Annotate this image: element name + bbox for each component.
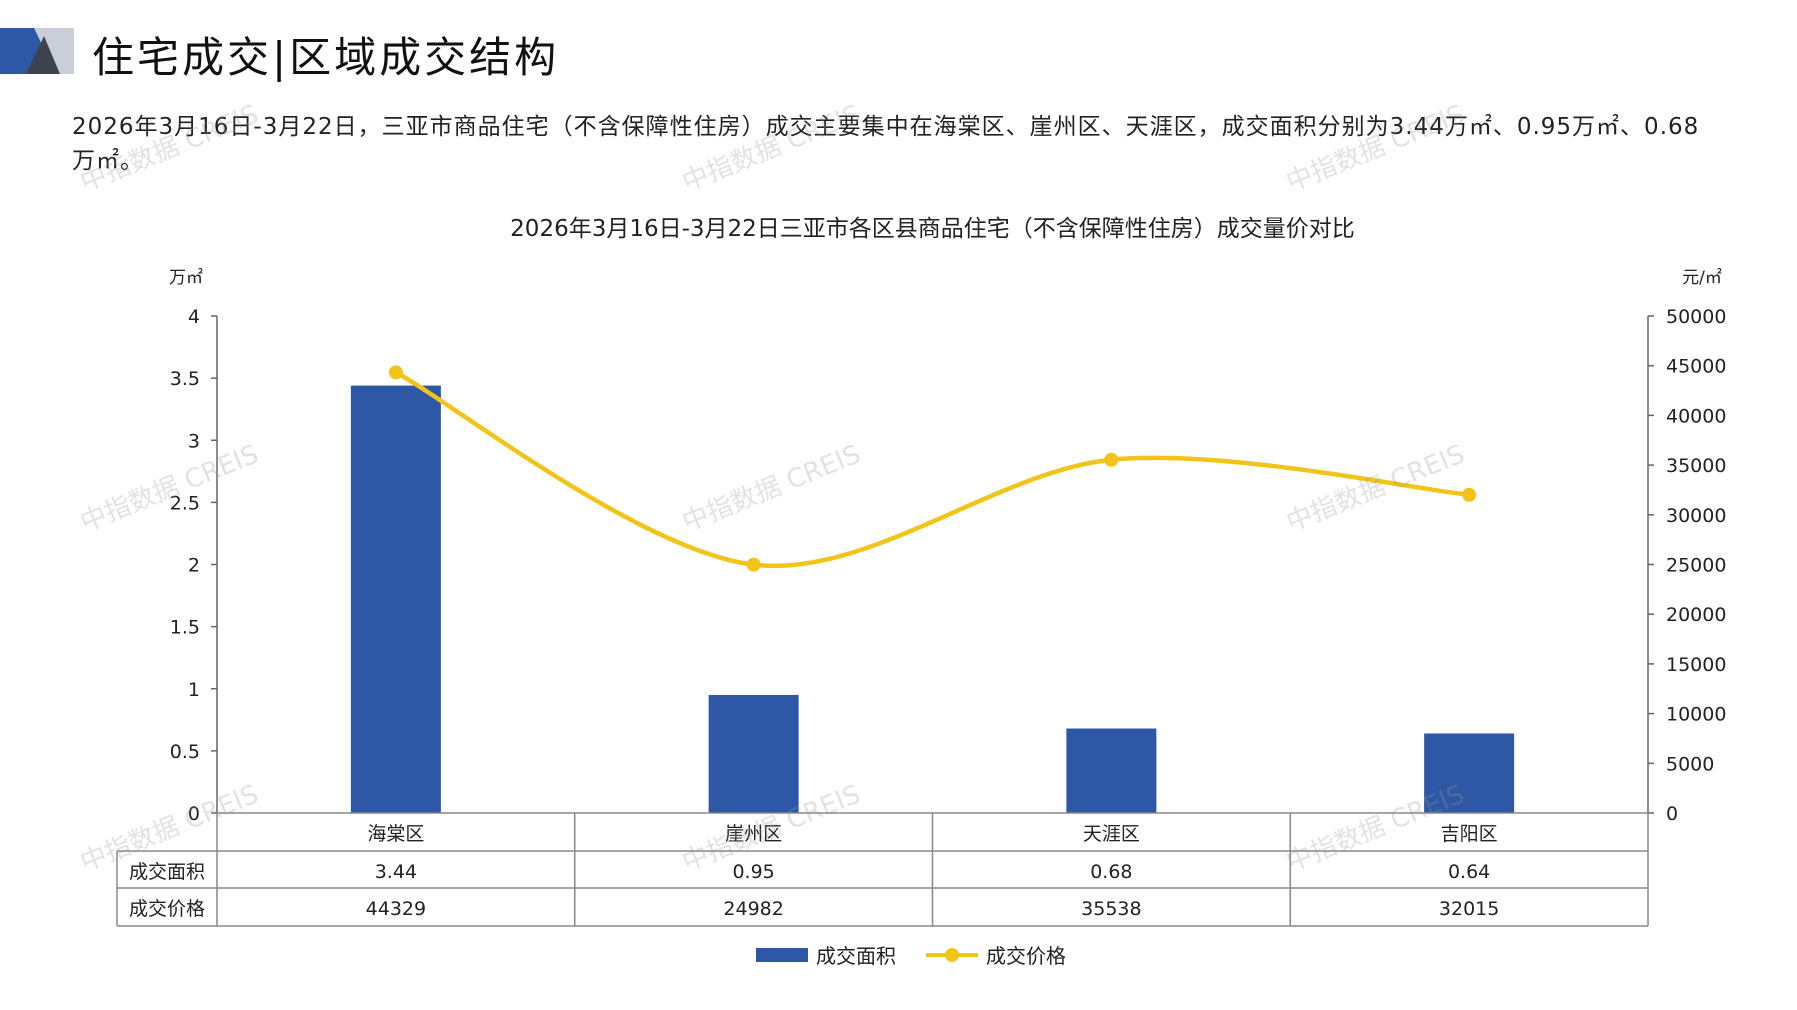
y-left-tick-label: 2.5	[170, 492, 200, 514]
price-value: 35538	[1081, 898, 1141, 920]
legend-label-area: 成交面积	[816, 944, 896, 968]
category-label: 吉阳区	[1441, 823, 1498, 845]
row-header-area: 成交面积	[129, 861, 205, 883]
y-right-tick-label: 15000	[1666, 654, 1726, 676]
legend-line-swatch	[926, 947, 978, 962]
y-right-tick-label: 50000	[1666, 306, 1726, 328]
y-right-tick-label: 30000	[1666, 505, 1726, 527]
chart-legend: 成交面积 成交价格	[0, 940, 1797, 970]
price-value: 44329	[366, 898, 426, 920]
price-point-海棠区	[388, 365, 403, 380]
y-left-tick-label: 0.5	[170, 741, 200, 763]
area-value: 3.44	[375, 861, 417, 883]
price-line	[394, 370, 1470, 569]
y-left-tick-label: 3	[188, 430, 200, 452]
y-left-tick-label: 4	[188, 306, 200, 328]
y-left-unit: 万㎡	[169, 268, 203, 288]
bar-海棠区	[350, 385, 441, 813]
brand-logo-icon	[0, 28, 74, 74]
y-left-tick-label: 0	[188, 803, 200, 825]
bar-天涯区	[1066, 728, 1157, 813]
category-label: 海棠区	[367, 823, 424, 845]
area-value: 0.64	[1448, 861, 1490, 883]
y-right-tick-label: 45000	[1666, 356, 1726, 378]
summary-paragraph: 2026年3月16日-3月22日，三亚市商品住宅（不含保障性住房）成交主要集中在…	[72, 114, 1700, 174]
y-left-tick-label: 1	[188, 679, 200, 701]
category-label: 崖州区	[725, 823, 782, 845]
page-title: 住宅成交|区域成交结构	[92, 33, 560, 82]
legend-bar-swatch	[756, 947, 808, 962]
y-right-tick-label: 0	[1666, 803, 1678, 825]
bar-吉阳区	[1424, 733, 1515, 813]
row-header-price: 成交价格	[129, 898, 205, 920]
price-point-吉阳区	[1462, 487, 1477, 502]
category-label: 天涯区	[1083, 823, 1140, 845]
price-value: 32015	[1439, 898, 1499, 920]
price-value: 24982	[723, 898, 783, 920]
legend-label-price: 成交价格	[986, 944, 1066, 968]
y-right-tick-label: 10000	[1666, 704, 1726, 726]
legend-item-price: 成交价格	[926, 940, 1066, 969]
volume-price-chart: 2026年3月16日-3月22日三亚市各区县商品住宅（不含保障性住房）成交量价对…	[116, 216, 1726, 927]
chart-title: 2026年3月16日-3月22日三亚市各区县商品住宅（不含保障性住房）成交量价对…	[510, 216, 1355, 242]
price-point-崖州区	[746, 557, 761, 572]
area-value: 0.95	[732, 861, 774, 883]
y-right-tick-label: 35000	[1666, 455, 1726, 477]
y-left-tick-label: 1.5	[170, 617, 200, 639]
y-right-tick-label: 5000	[1666, 753, 1714, 775]
y-right-tick-label: 25000	[1666, 555, 1726, 577]
legend-item-area: 成交面积	[756, 940, 896, 969]
y-right-unit: 元/㎡	[1682, 268, 1722, 288]
y-left-tick-label: 2	[188, 555, 200, 577]
area-value: 0.68	[1090, 861, 1132, 883]
bar-崖州区	[708, 694, 799, 813]
page-header: 住宅成交|区域成交结构	[0, 18, 1797, 86]
price-point-天涯区	[1104, 452, 1119, 467]
y-right-tick-label: 20000	[1666, 604, 1726, 626]
y-left-tick-label: 3.5	[170, 368, 200, 390]
y-right-tick-label: 40000	[1666, 405, 1726, 427]
